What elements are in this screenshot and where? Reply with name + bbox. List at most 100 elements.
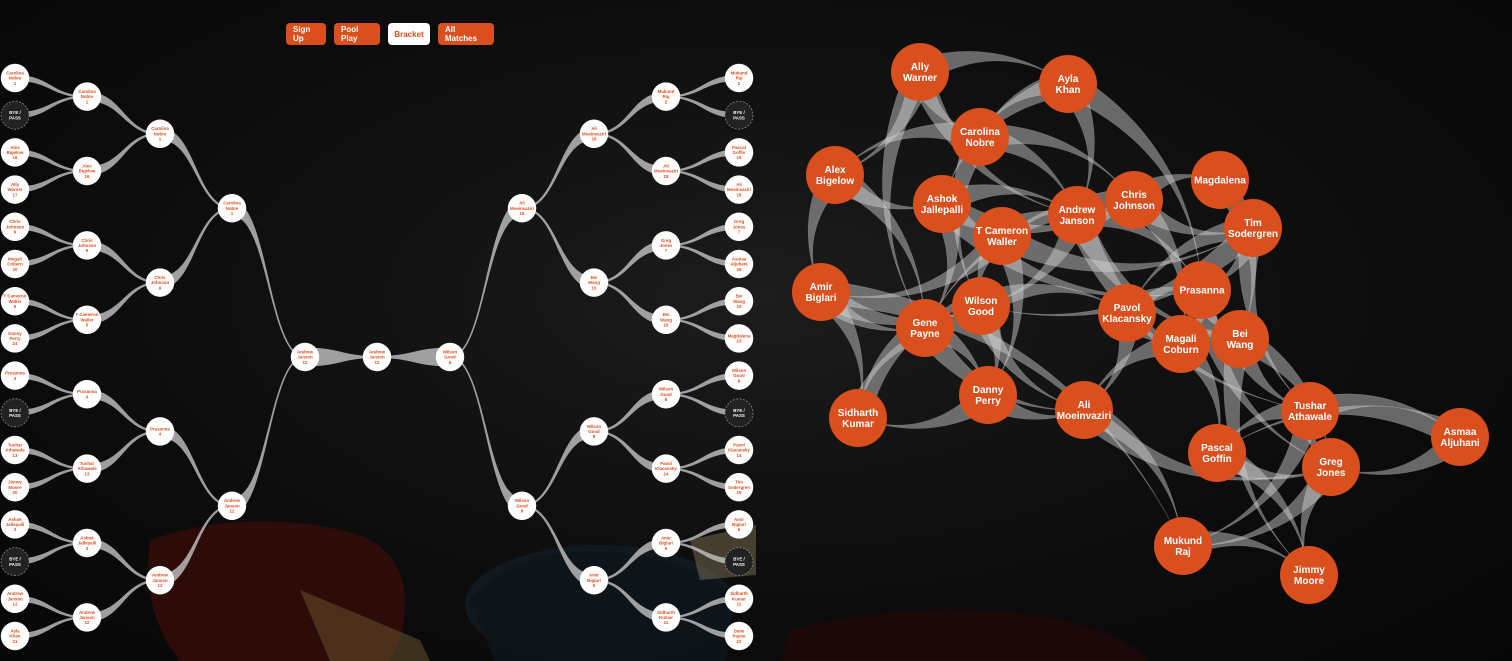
bracket-bye-node[interactable]: BYE /PASS [0,100,30,130]
sign-up-button[interactable]: Sign Up [286,23,326,45]
bye-circle [724,547,754,576]
bracket-bye-node[interactable]: BYE /PASS [724,547,754,576]
bracket-bye-node[interactable]: BYE /PASS [724,398,754,428]
player-name: Andrew [79,610,96,615]
bracket-bye-node[interactable]: BYE /PASS [0,547,30,576]
all-matches-button[interactable]: All Matches [438,23,494,45]
network-node-prasanna[interactable]: Prasanna [1173,261,1231,319]
player-name: Janson [1059,216,1094,227]
bracket-link [15,447,87,470]
pool-play-button[interactable]: Pool Play [334,23,380,45]
bracket-bye-node[interactable]: BYE /PASS [724,100,754,130]
player-name: Janson [7,596,23,601]
network-node-magdalena[interactable]: Magdalena [1191,151,1249,209]
player-seed: 11 [737,602,742,607]
player-name: Pavol [733,442,745,447]
bracket-button[interactable]: Bracket [388,23,430,45]
bracket-bye-node[interactable]: BYE /PASS [0,398,30,428]
